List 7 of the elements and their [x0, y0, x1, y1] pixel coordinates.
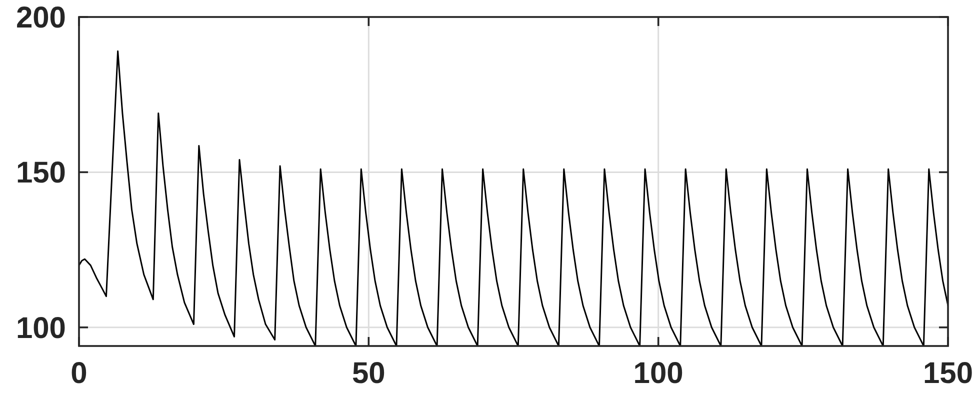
- y-tick-label: 200: [16, 2, 66, 34]
- x-tick-label: 150: [922, 357, 974, 390]
- x-tick-label: 0: [70, 357, 88, 390]
- x-tick-label: 50: [352, 357, 386, 390]
- y-tick-label: 100: [16, 312, 66, 345]
- y-tick-label: 150: [16, 156, 66, 190]
- x-tick-label: 100: [633, 357, 684, 390]
